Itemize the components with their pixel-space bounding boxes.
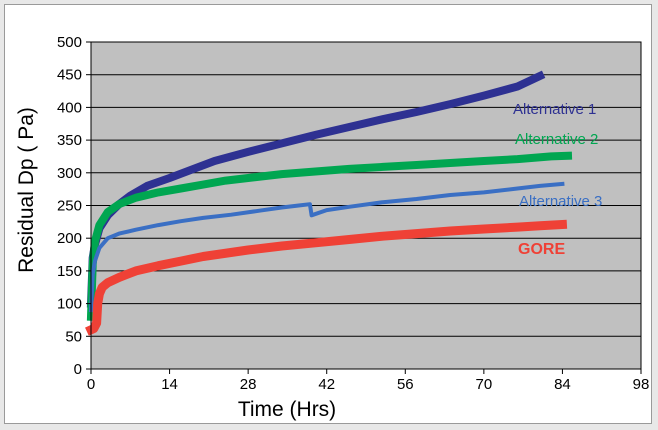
- series-line-gore: [85, 219, 568, 336]
- residual-dp-chart: 0 50 100 150 200 250 300 350 400 450 500 0 14 28 42 56 7…: [15, 34, 650, 421]
- series-label-alternative-1: Alternative 1: [513, 101, 596, 118]
- series-label-gore: GORE: [518, 241, 565, 258]
- series-line-alternative-3: [88, 181, 565, 313]
- y-tick-label: 150: [57, 263, 82, 280]
- y-tick-label: 400: [57, 99, 82, 116]
- x-tick-label: 14: [161, 376, 178, 393]
- x-axis-title: Time (Hrs): [238, 398, 336, 421]
- y-tick-label: 500: [57, 34, 82, 51]
- y-tick-label: 0: [74, 361, 82, 378]
- series-label-alternative-3: Alternative 3: [519, 193, 602, 210]
- y-tick-label: 100: [57, 296, 82, 313]
- x-tick-label: 70: [476, 376, 493, 393]
- x-tick-label: 0: [87, 376, 95, 393]
- series-line-alternative-2: [86, 151, 573, 321]
- y-tick-label: 300: [57, 165, 82, 182]
- y-axis-title: Residual Dp ( Pa): [15, 107, 38, 273]
- y-tick-label: 250: [57, 198, 82, 215]
- x-tick-label: 56: [397, 376, 414, 393]
- series-label-alternative-2: Alternative 2: [515, 131, 598, 148]
- x-tick-label: 42: [318, 376, 335, 393]
- y-tick-label: 350: [57, 132, 82, 149]
- x-tick-label: 84: [554, 376, 571, 393]
- y-tick-label: 450: [57, 67, 82, 84]
- plot-border: [90, 41, 642, 370]
- x-tick-label: 28: [240, 376, 257, 393]
- chart-frame: 0 50 100 150 200 250 300 350 400 450 500 0 14 28 42 56 7…: [4, 4, 652, 424]
- x-tick-label: 98: [633, 376, 650, 393]
- y-tick-label: 50: [65, 328, 82, 345]
- y-tick-label: 200: [57, 230, 82, 247]
